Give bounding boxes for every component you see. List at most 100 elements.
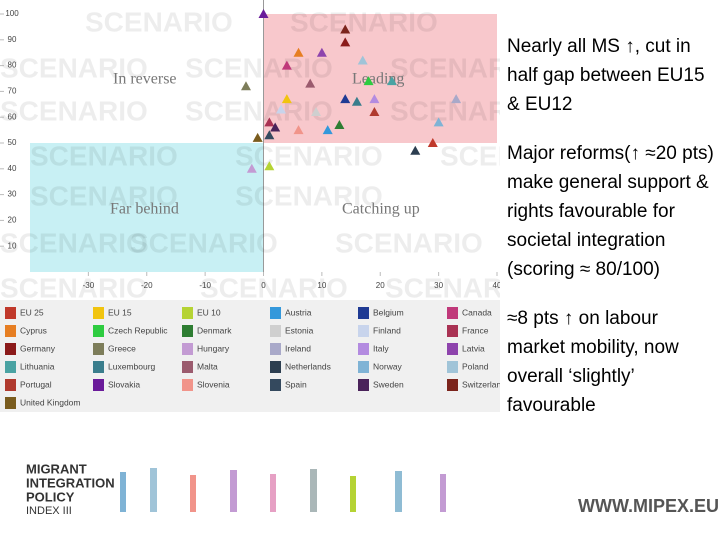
- y-tick-label: 60: [8, 112, 17, 121]
- point: [386, 76, 397, 86]
- legend-label: Ireland: [285, 343, 311, 353]
- legend-label: Latvia: [462, 343, 485, 353]
- point: [252, 132, 263, 142]
- figure: [310, 469, 317, 512]
- x-tick-label: -30: [83, 281, 95, 290]
- legend-label: Netherlands: [285, 361, 331, 371]
- legend-background: [0, 300, 500, 412]
- point: [276, 104, 287, 114]
- legend: EU 25 EU 15 EU 10 Austria Belgium Canada Cypru…: [5, 307, 500, 409]
- quadrant-label: Leading: [352, 71, 404, 88]
- y-tick-label: 100: [5, 9, 19, 18]
- legend-swatch: [270, 307, 281, 319]
- legend-label: Sweden: [373, 379, 404, 389]
- watermark: SCENARIO: [290, 6, 438, 37]
- logo-line: INTEGRATION: [26, 475, 115, 490]
- watermark: SCENARIO: [185, 52, 333, 83]
- point: [369, 94, 380, 104]
- point: [281, 60, 292, 70]
- legend-label: Finland: [373, 325, 401, 335]
- legend-swatch: [93, 325, 104, 337]
- watermark: SCENARIO: [185, 95, 333, 126]
- point: [357, 55, 368, 65]
- point: [246, 163, 257, 173]
- y-tick-label: 40: [8, 164, 17, 173]
- legend-swatch: [270, 325, 281, 337]
- point: [258, 9, 269, 18]
- point: [270, 122, 281, 132]
- watermark: SCENARIO: [85, 6, 233, 37]
- point: [340, 94, 351, 104]
- point: [334, 119, 345, 129]
- legend-label: Lithuania: [20, 361, 55, 371]
- point: [316, 47, 327, 57]
- legend-label: EU 10: [197, 307, 221, 317]
- point: [451, 94, 462, 104]
- y-tick-label: 70: [8, 87, 17, 96]
- legend-swatch: [182, 343, 193, 355]
- watermark: SCENARIO: [130, 227, 278, 258]
- logo: MIGRANT INTEGRATION POLICY INDEX III: [26, 461, 446, 517]
- y-tick-label: 50: [8, 138, 17, 147]
- point: [264, 130, 275, 140]
- quadrant-far-behind: [30, 143, 264, 272]
- logo-line: POLICY: [26, 489, 75, 504]
- legend-label: Czech Republic: [108, 325, 168, 335]
- watermark: SCENARIO: [0, 52, 148, 83]
- legend-label: United Kingdom: [20, 397, 80, 407]
- quadrant-label: In reverse: [113, 71, 177, 88]
- point: [281, 94, 292, 104]
- legend-label: Spain: [285, 379, 307, 389]
- point: [369, 107, 380, 117]
- legend-label: Germany: [20, 343, 56, 353]
- watermark: SCENARIO: [235, 180, 383, 211]
- legend-label: Switzerland: [462, 379, 500, 389]
- quadrant-label: Far behind: [110, 201, 179, 218]
- legend-swatch: [5, 379, 16, 391]
- point: [293, 47, 304, 57]
- point: [264, 161, 275, 171]
- legend-swatch: [5, 397, 16, 409]
- legend-label: Slovenia: [197, 379, 230, 389]
- point: [293, 125, 304, 135]
- legend-swatch: [182, 361, 193, 373]
- figure: [350, 476, 356, 512]
- figure: [395, 471, 402, 512]
- point: [240, 81, 251, 91]
- y-tick-label: 80: [8, 61, 17, 70]
- x-tick-label: 40: [493, 281, 500, 290]
- legend-swatch: [182, 325, 193, 337]
- x-tick-label: 20: [376, 281, 385, 290]
- legend-swatch: [93, 307, 104, 319]
- x-tick-label: 0: [261, 281, 266, 290]
- x-tick-label: 10: [317, 281, 326, 290]
- legend-swatch: [182, 379, 193, 391]
- legend-label: Canada: [462, 307, 492, 317]
- point: [305, 78, 316, 88]
- logo-line: MIGRANT: [26, 461, 87, 476]
- legend-swatch: [5, 343, 16, 355]
- legend-swatch: [93, 361, 104, 373]
- legend-swatch: [447, 307, 458, 319]
- legend-swatch: [270, 379, 281, 391]
- point: [433, 117, 444, 127]
- x-tick-label: -10: [199, 281, 211, 290]
- quadrant-leading: [263, 14, 497, 143]
- legend-label: Denmark: [197, 325, 232, 335]
- watermark: SCENARIO: [390, 52, 500, 83]
- legend-swatch: [358, 361, 369, 373]
- legend-swatch: [5, 361, 16, 373]
- figure: [150, 468, 157, 512]
- watermark: SCENARIO: [30, 180, 178, 211]
- figure: [120, 472, 126, 512]
- figure: [270, 474, 276, 512]
- logo-line: INDEX III: [26, 505, 72, 517]
- point: [340, 24, 351, 34]
- bullet: Nearly all MS ↑, cut in half gap between…: [507, 36, 705, 115]
- watermark: SCENARIO: [385, 272, 500, 303]
- watermark: SCENARIO: [30, 140, 178, 171]
- legend-swatch: [93, 343, 104, 355]
- legend-label: Portugal: [20, 379, 52, 389]
- legend-label: Austria: [285, 307, 312, 317]
